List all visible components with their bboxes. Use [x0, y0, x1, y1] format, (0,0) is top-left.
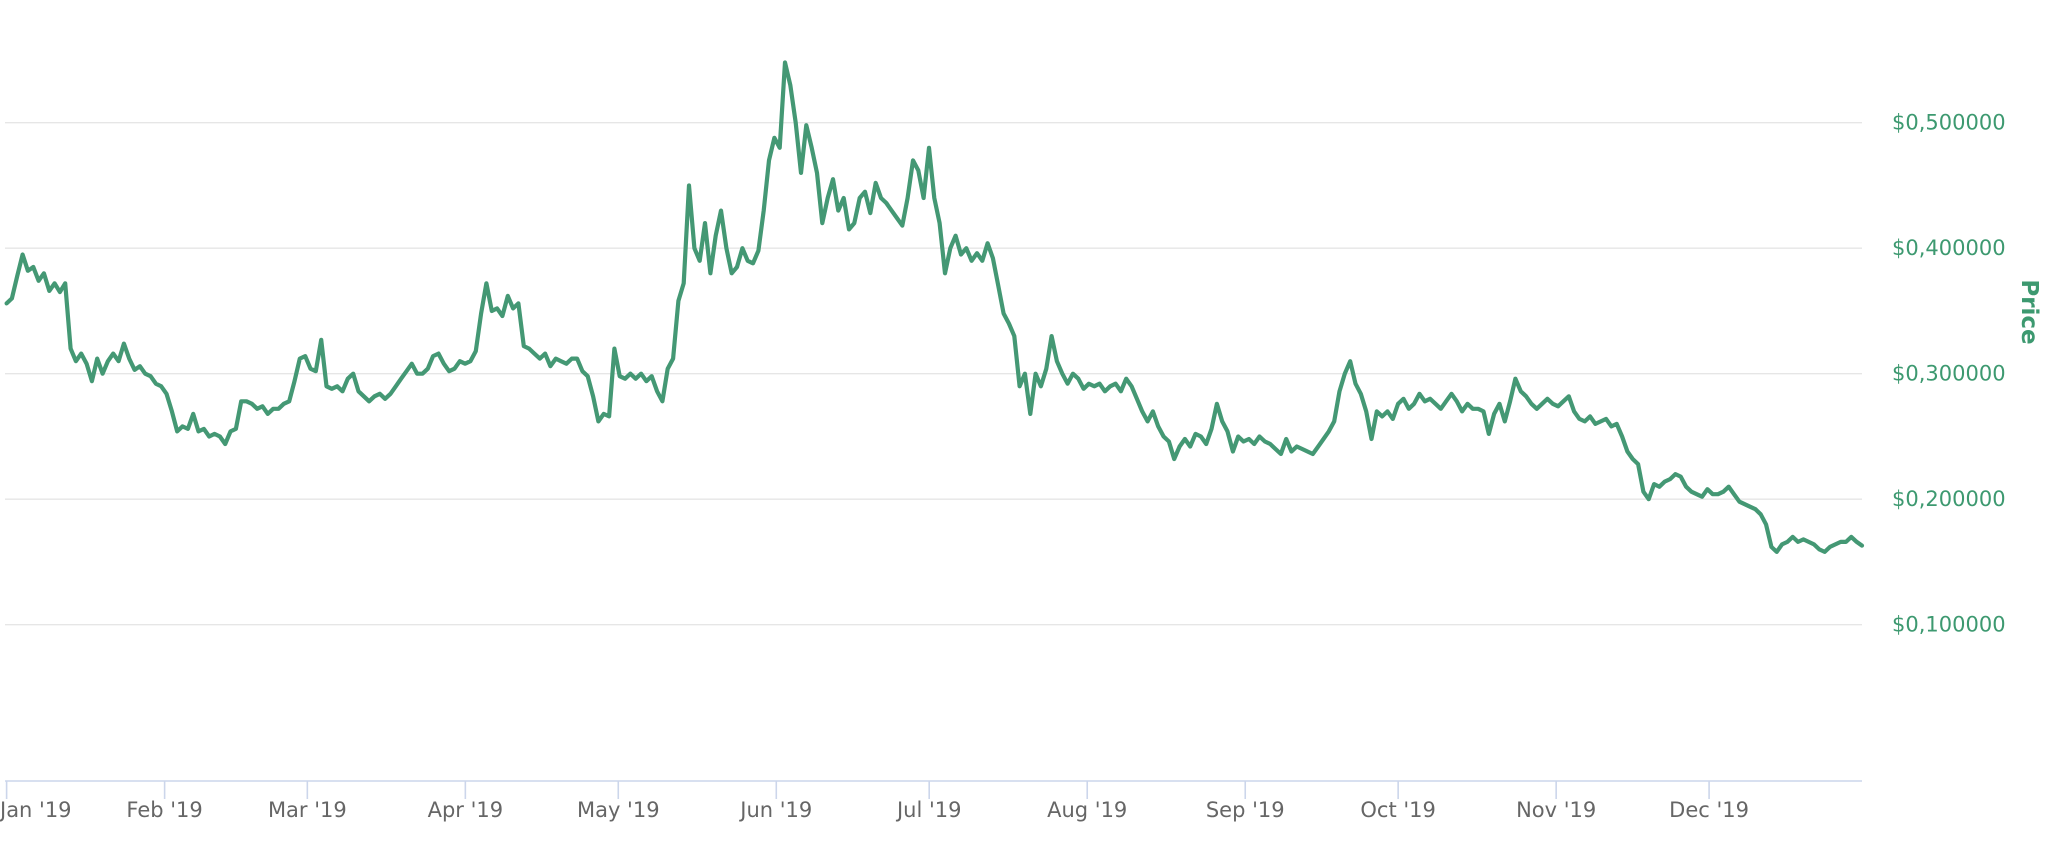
x-tick-label: Jan '19 [0, 798, 72, 822]
price-series-line[interactable] [4, 60, 1865, 555]
x-axis-ticks [5, 781, 1710, 799]
y-tick-label: $0,500000 [1892, 111, 2006, 135]
x-tick-label: Feb '19 [126, 798, 202, 822]
x-tick-label: Jul '19 [895, 798, 962, 822]
x-tick-label: Sep '19 [1206, 798, 1285, 822]
y-tick-label: $0,200000 [1892, 487, 2006, 511]
x-axis-labels: Jan '19 Feb '19 Mar '19 Apr '19 May '19 Jun '… [0, 798, 1749, 822]
y-tick-label: $0,100000 [1892, 613, 2006, 637]
y-tick-label: $0,400000 [1892, 236, 2006, 260]
x-tick-label: Mar '19 [268, 798, 347, 822]
x-tick-label: Oct '19 [1360, 798, 1435, 822]
y-tick-label: $0,300000 [1892, 362, 2006, 386]
x-tick-label: Nov '19 [1516, 798, 1596, 822]
y-gridlines [5, 122, 1862, 626]
x-tick-label: Jun '19 [738, 798, 812, 822]
x-tick-label: May '19 [577, 798, 660, 822]
x-tick-label: Dec '19 [1669, 798, 1749, 822]
x-tick-label: Apr '19 [428, 798, 504, 822]
x-tick-label: Aug '19 [1047, 798, 1127, 822]
y-axis-title: Price [2016, 279, 2042, 344]
y-axis-labels: $0,100000 $0,200000 $0,300000 $0,400000 $0,5… [1892, 111, 2006, 637]
